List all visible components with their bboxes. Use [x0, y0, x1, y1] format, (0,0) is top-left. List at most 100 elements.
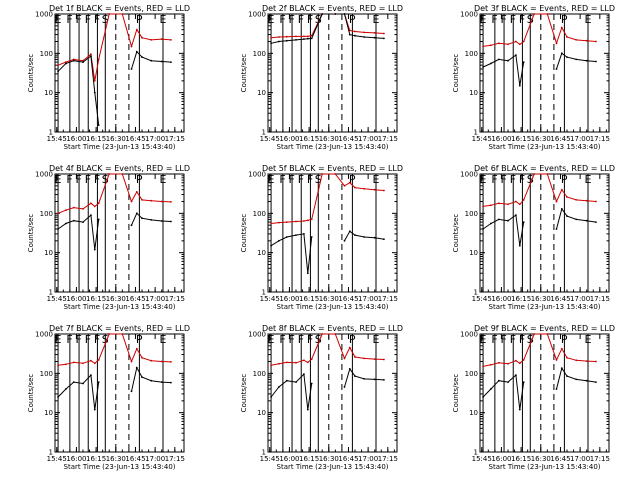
event-marker-label: E [55, 13, 62, 26]
event-marker-label: S [527, 333, 534, 346]
event-marker-label: F [279, 173, 285, 186]
event-marker-label: F [491, 173, 497, 186]
panel-det-6f: Det 6f BLACK = Events, RED = LLD 1 10 100 10… [452, 164, 615, 311]
x-tick-label: 17:00 [145, 135, 165, 143]
data-point [321, 173, 324, 175]
event-marker-label: F [298, 173, 304, 186]
data-point [354, 34, 356, 37]
data-point [295, 361, 297, 364]
data-point [363, 357, 366, 360]
data-point [150, 359, 153, 362]
x-tick-label: 16:45 [338, 135, 358, 143]
y-tick-label: 100 [465, 370, 478, 378]
panel-title: Det 8f BLACK = Events, RED = LLD [262, 324, 403, 333]
data-point [170, 39, 172, 41]
data-point [108, 173, 111, 175]
data-point [555, 68, 558, 70]
data-point [135, 28, 138, 31]
x-tick-label: 16:30 [531, 135, 551, 143]
data-point [490, 388, 492, 390]
data-point [108, 333, 111, 335]
x-axis-label: Start Time (23-Jun-13 15:43:40) [489, 303, 601, 311]
x-tick-label: 16:00 [279, 295, 299, 303]
data-point [121, 173, 124, 175]
panel-det-2f: Det 2f BLACK = Events, RED = LLD 1 10 100 10… [240, 4, 403, 151]
data-point [522, 359, 525, 361]
x-tick-label: 17:00 [570, 295, 590, 303]
x-tick-label: 16:00 [491, 135, 511, 143]
data-point [306, 37, 309, 40]
data-point [150, 59, 153, 62]
data-point [90, 55, 92, 57]
data-point [343, 357, 346, 360]
event-marker-label: P [561, 333, 568, 346]
data-point [57, 396, 59, 398]
event-marker-label: S [102, 333, 109, 346]
panel-title: Det 1f BLACK = Events, RED = LLD [49, 4, 190, 13]
x-axis-label: Start Time (23-Jun-13 15:43:40) [277, 303, 389, 311]
data-point [575, 58, 578, 61]
plot-frame [479, 333, 610, 453]
data-point [575, 378, 578, 381]
x-tick-label: 16:30 [531, 455, 551, 463]
event-marker-label: F [491, 13, 497, 26]
y-tick-label: 1000 [35, 171, 53, 179]
data-point [310, 382, 313, 385]
data-point [354, 234, 356, 237]
data-point [560, 208, 563, 210]
data-point [93, 91, 96, 94]
x-tick-label: 17:15 [378, 135, 398, 143]
y-axis-label: Counts/sec [27, 214, 35, 253]
y-tick-label: 100 [253, 210, 266, 218]
x-axis-label: Start Time (23-Jun-13 15:43:40) [489, 143, 601, 151]
data-point [354, 356, 356, 358]
data-point [97, 381, 100, 383]
data-point [497, 218, 500, 221]
events-series-line [57, 366, 171, 410]
event-marker-label: E [268, 333, 275, 346]
data-point [518, 84, 521, 87]
x-tick-label: 17:15 [165, 135, 185, 143]
x-tick-label: 16:15 [299, 135, 319, 143]
data-point [150, 219, 153, 221]
data-point [507, 381, 509, 383]
y-tick-label: 10 [257, 89, 266, 97]
data-point [270, 42, 272, 45]
data-point [595, 360, 597, 363]
data-point [285, 236, 288, 238]
x-tick-label: 16:00 [66, 455, 86, 463]
x-tick-label: 17:00 [145, 295, 165, 303]
event-marker-label: F [94, 173, 100, 186]
data-point [278, 386, 280, 388]
data-point [348, 368, 351, 370]
x-tick-label: 16:15 [511, 135, 531, 143]
x-tick-label: 17:00 [570, 135, 590, 143]
data-point [354, 375, 356, 377]
x-tick-label: 16:15 [86, 295, 106, 303]
y-axis-label: Counts/sec [240, 374, 248, 413]
data-point [72, 361, 75, 364]
event-marker-label: F [519, 13, 525, 26]
data-point [595, 221, 597, 224]
event-marker-label: F [501, 173, 507, 186]
data-point [150, 199, 153, 202]
x-tick-label: 15:45 [472, 135, 492, 143]
data-point [515, 54, 517, 56]
data-point [310, 358, 313, 360]
data-point [518, 203, 521, 206]
event-marker-label: S [315, 333, 322, 346]
data-point [555, 42, 558, 45]
data-point [373, 188, 376, 191]
data-point [482, 396, 484, 398]
y-axis-label: Counts/sec [27, 374, 35, 413]
event-marker-label: F [94, 13, 100, 26]
y-axis-label: Counts/sec [240, 214, 248, 253]
y-tick-label: 1 [262, 449, 266, 457]
event-marker-label: F [491, 333, 497, 346]
x-axis-label: Start Time (23-Jun-13 15:43:40) [64, 143, 176, 151]
data-point [363, 31, 366, 34]
y-tick-label: 10 [44, 409, 53, 417]
data-point [82, 382, 84, 385]
y-tick-label: 10 [257, 249, 266, 257]
event-marker-label: E [268, 13, 275, 26]
